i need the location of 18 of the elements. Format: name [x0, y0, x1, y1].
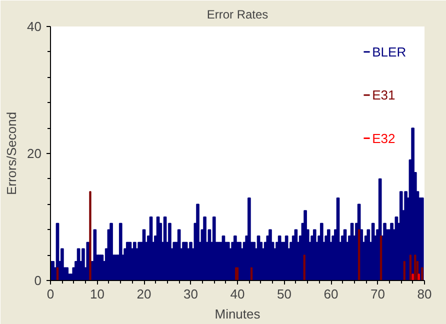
legend-label: BLER	[372, 44, 406, 60]
x-tick-label: 10	[90, 286, 104, 302]
x-tick-label: 20	[136, 286, 152, 302]
y-tick-label: 40	[27, 19, 42, 34]
x-tick-label: 30	[184, 286, 198, 302]
y-axis-title: Errors/Second	[4, 112, 20, 196]
x-axis-title: Minutes	[214, 306, 261, 322]
y-tick-label: 0	[34, 273, 42, 288]
x-tick-label: 0	[46, 286, 54, 302]
x-tick-label: 40	[230, 286, 245, 302]
x-tick-label: 60	[324, 286, 338, 302]
x-tick-label: 80	[417, 286, 432, 302]
legend-label: E32	[372, 130, 396, 146]
chart-title: Error Rates	[206, 8, 268, 22]
x-tick-label: 50	[277, 286, 292, 302]
x-tick-label: 70	[370, 286, 385, 302]
legend-label: E31	[372, 88, 396, 103]
y-tick-label: 20	[27, 146, 42, 161]
